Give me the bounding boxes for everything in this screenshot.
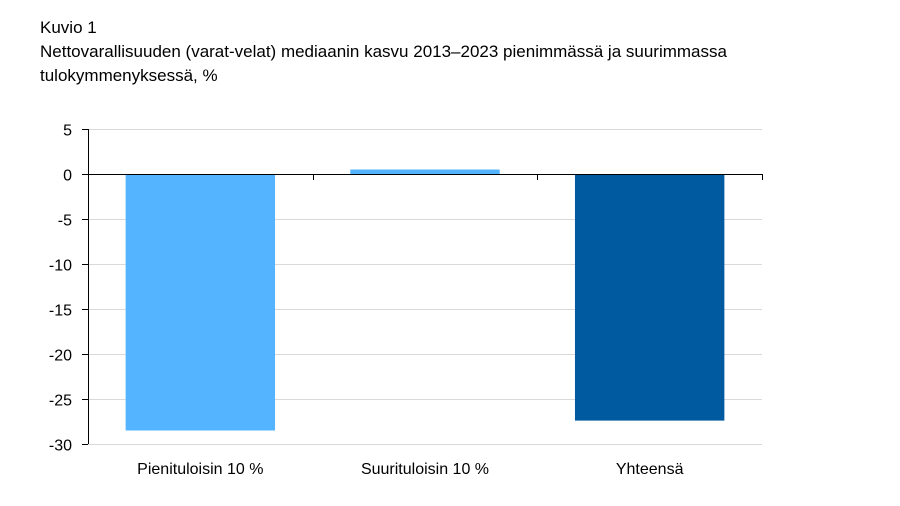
chart-title: Nettovarallisuuden (varat-velat) mediaan… <box>40 42 727 85</box>
y-tick-label: 0 <box>63 168 72 185</box>
y-tick-label: -15 <box>49 303 72 320</box>
y-tick-label: -30 <box>49 438 72 455</box>
y-tick-label: 5 <box>63 123 72 140</box>
figure-label: Kuvio 1 <box>40 18 97 37</box>
category-label: Suurituloisin 10 % <box>361 461 489 478</box>
bars <box>125 169 725 431</box>
bar <box>574 174 725 421</box>
y-tick-label: -10 <box>49 258 72 275</box>
bar <box>350 169 500 174</box>
axes <box>82 129 763 445</box>
axis-labels: 5 0 -5 -10 -15 -20 -25 -30 Pienituloisin 10 % Suu… <box>49 123 684 479</box>
category-label: Yhteensä <box>616 461 684 478</box>
y-tick-label: -20 <box>49 348 72 365</box>
bar <box>125 174 276 431</box>
category-label: Pienituloisin 10 % <box>137 461 263 478</box>
y-tick-label: -5 <box>58 213 72 230</box>
y-tick-label: -25 <box>49 393 72 410</box>
